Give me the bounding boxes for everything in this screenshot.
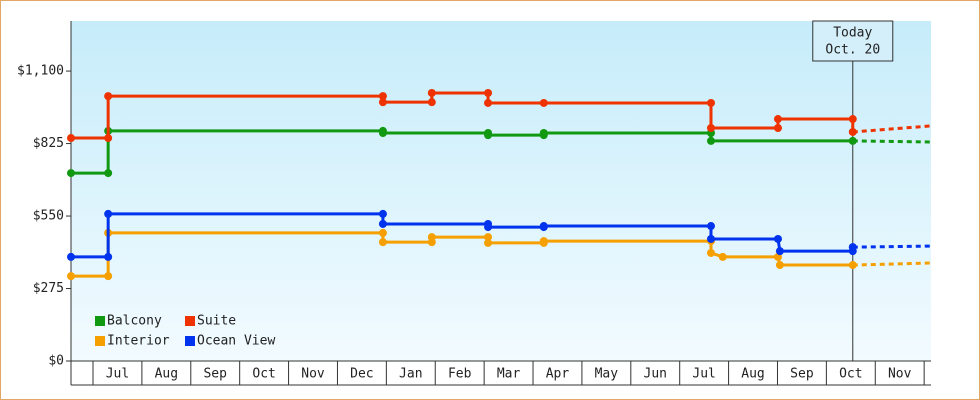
- data-point: [104, 134, 113, 143]
- series-line: [71, 91, 855, 140]
- y-tick-label: $0: [48, 354, 64, 369]
- data-point: [484, 223, 493, 232]
- data-point: [773, 234, 782, 243]
- data-point: [427, 88, 436, 97]
- legend-swatch: [185, 336, 195, 346]
- data-point: [539, 98, 548, 107]
- plot-area: [71, 21, 931, 361]
- legend-label: Interior: [107, 334, 170, 349]
- legend-swatch: [95, 336, 105, 346]
- projection-line: [852, 244, 932, 249]
- data-point: [104, 209, 113, 218]
- x-tick-label: Sep: [790, 367, 814, 382]
- data-point: [378, 219, 387, 228]
- data-point: [104, 92, 113, 101]
- data-point: [67, 252, 75, 261]
- x-tick-label: Jun: [644, 367, 667, 382]
- today-label: Oct. 20: [825, 43, 880, 58]
- data-point: [484, 131, 493, 140]
- data-point: [706, 234, 715, 243]
- data-point: [378, 129, 387, 138]
- x-tick-label: Oct: [252, 367, 275, 382]
- x-tick-label: Jul: [106, 367, 129, 382]
- data-point: [539, 222, 548, 231]
- x-tick-label: Feb: [448, 367, 472, 382]
- data-point: [67, 272, 75, 281]
- data-point: [706, 222, 715, 231]
- legend-label: Balcony: [107, 314, 162, 329]
- x-tick-label: Oct: [839, 367, 862, 382]
- data-point: [378, 209, 387, 218]
- legend-label: Suite: [197, 314, 236, 329]
- data-point: [539, 129, 548, 138]
- data-point: [378, 92, 387, 101]
- data-point: [706, 248, 715, 257]
- legend-swatch: [95, 316, 105, 326]
- data-point: [427, 98, 436, 107]
- data-point: [484, 238, 493, 247]
- data-point: [378, 228, 387, 237]
- y-tick-label: $825: [33, 136, 64, 151]
- data-point: [706, 124, 715, 133]
- data-point: [104, 252, 113, 261]
- legend-label: Ocean View: [197, 334, 275, 349]
- data-point: [775, 261, 784, 270]
- projection-line: [852, 261, 932, 267]
- data-point: [484, 233, 493, 242]
- today-label: Today: [833, 26, 872, 41]
- x-tick-label: Aug: [155, 367, 178, 382]
- x-tick-label: Nov: [301, 367, 325, 382]
- data-point: [848, 136, 857, 145]
- data-point: [775, 247, 784, 256]
- y-tick-label: $1,100: [17, 64, 64, 79]
- data-point: [848, 127, 857, 136]
- data-point: [773, 124, 782, 133]
- data-point: [848, 243, 857, 252]
- data-point: [484, 98, 493, 107]
- x-tick-label: Nov: [888, 367, 912, 382]
- x-tick-label: May: [595, 367, 619, 382]
- projection-line: [852, 124, 932, 134]
- x-tick-label: Apr: [546, 367, 570, 382]
- data-point: [484, 88, 493, 97]
- data-point: [848, 261, 857, 270]
- x-tick-label: Mar: [497, 367, 521, 382]
- data-point: [427, 233, 436, 242]
- data-point: [378, 238, 387, 247]
- data-point: [773, 115, 782, 124]
- x-tick-label: Aug: [741, 367, 764, 382]
- x-tick-label: Sep: [203, 367, 227, 382]
- x-tick-label: Jan: [399, 367, 422, 382]
- projection-line: [852, 139, 932, 144]
- data-point: [706, 98, 715, 107]
- data-point: [67, 134, 75, 143]
- x-tick-label: Jul: [692, 367, 715, 382]
- today-box: [812, 20, 894, 62]
- x-tick-label: Dec: [350, 367, 373, 382]
- data-point: [539, 237, 548, 246]
- y-tick-label: $550: [33, 209, 64, 224]
- data-point: [378, 98, 387, 107]
- y-tick-label: $275: [33, 281, 64, 296]
- data-point: [104, 169, 113, 178]
- data-point: [848, 115, 857, 124]
- data-point: [706, 136, 715, 145]
- data-point: [718, 252, 727, 261]
- data-point: [104, 272, 113, 281]
- data-point: [67, 169, 75, 178]
- legend-swatch: [185, 316, 195, 326]
